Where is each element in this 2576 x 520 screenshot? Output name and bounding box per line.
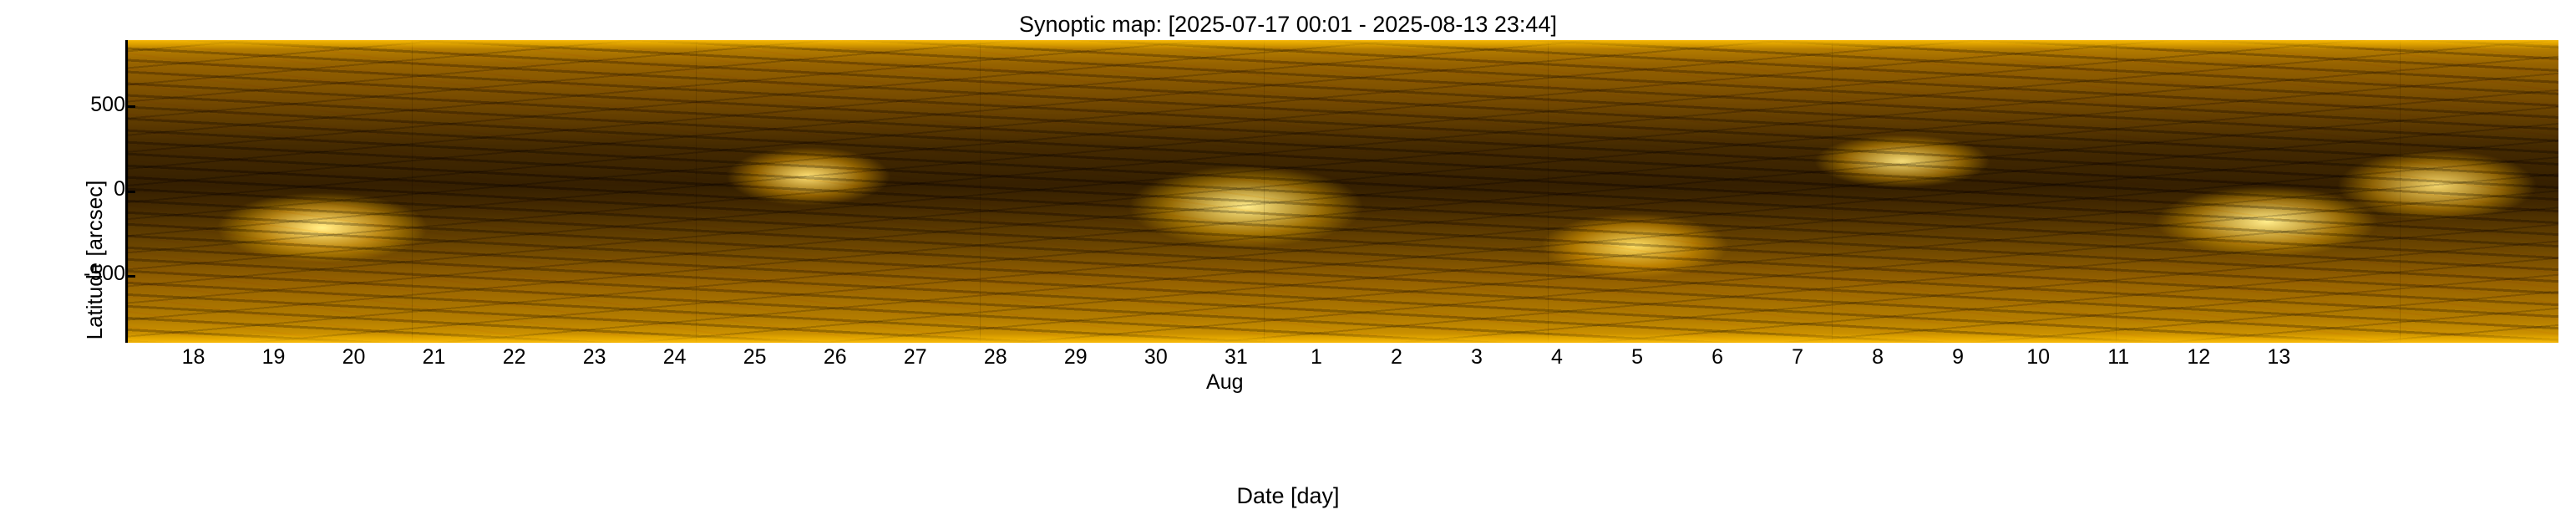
y-tick-mark-500 xyxy=(125,105,135,108)
y-tick-label-0: 0 xyxy=(79,177,125,201)
x-day-label-1: 1 xyxy=(1311,345,1322,370)
x-day-label-20: 20 xyxy=(342,345,366,370)
synoptic-map-image xyxy=(125,40,2558,343)
x-day-label-10: 10 xyxy=(2026,345,2050,370)
synoptic-map-chart: Synoptic map: [2025-07-17 00:01 - 2025-0… xyxy=(0,0,2576,520)
y-tick-label-500: 500 xyxy=(79,93,125,117)
y-axis-label: Latitude [arcsec] xyxy=(82,181,108,340)
x-day-label-31: 31 xyxy=(1225,345,1248,370)
x-day-label-6: 6 xyxy=(1711,345,1723,370)
x-day-label-28: 28 xyxy=(984,345,1007,370)
x-axis-month-label-text: Aug xyxy=(1206,370,1243,395)
x-day-label-12: 12 xyxy=(2187,345,2210,370)
x-day-label-4: 4 xyxy=(1551,345,1563,370)
solar-map-texture xyxy=(128,40,2558,343)
x-day-label-2: 2 xyxy=(1391,345,1402,370)
x-axis-label: Date [day] xyxy=(1236,483,1339,509)
x-day-label-7: 7 xyxy=(1792,345,1803,370)
x-day-label-11: 11 xyxy=(2107,345,2129,370)
x-day-label-9: 9 xyxy=(1952,345,1964,370)
y-tick-label-neg500: -500 xyxy=(79,262,125,286)
x-day-label-13: 13 xyxy=(2267,345,2290,370)
x-day-label-18: 18 xyxy=(182,345,205,370)
x-day-label-22: 22 xyxy=(503,345,526,370)
x-day-label-29: 29 xyxy=(1064,345,1088,370)
y-tick-mark-neg500 xyxy=(125,275,135,278)
x-day-label-3: 3 xyxy=(1471,345,1483,370)
x-day-label-23: 23 xyxy=(583,345,606,370)
x-day-label-21: 21 xyxy=(423,345,446,370)
x-day-label-19: 19 xyxy=(262,345,286,370)
x-day-label-27: 27 xyxy=(904,345,927,370)
chart-title: Synoptic map: [2025-07-17 00:01 - 2025-0… xyxy=(0,12,2576,38)
x-day-label-26: 26 xyxy=(824,345,847,370)
y-tick-mark-0 xyxy=(125,191,135,193)
x-day-label-25: 25 xyxy=(743,345,767,370)
x-day-label-8: 8 xyxy=(1872,345,1884,370)
x-day-label-5: 5 xyxy=(1631,345,1643,370)
x-day-label-30: 30 xyxy=(1144,345,1168,370)
x-day-label-24: 24 xyxy=(663,345,687,370)
